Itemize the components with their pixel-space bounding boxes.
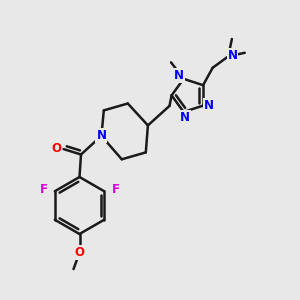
Text: N: N <box>96 129 106 142</box>
Text: N: N <box>174 69 184 82</box>
Text: F: F <box>39 183 47 196</box>
Text: N: N <box>204 98 214 112</box>
Text: N: N <box>227 49 238 62</box>
Text: O: O <box>74 246 85 259</box>
Text: O: O <box>51 142 62 155</box>
Text: N: N <box>180 111 190 124</box>
Text: F: F <box>112 183 120 196</box>
